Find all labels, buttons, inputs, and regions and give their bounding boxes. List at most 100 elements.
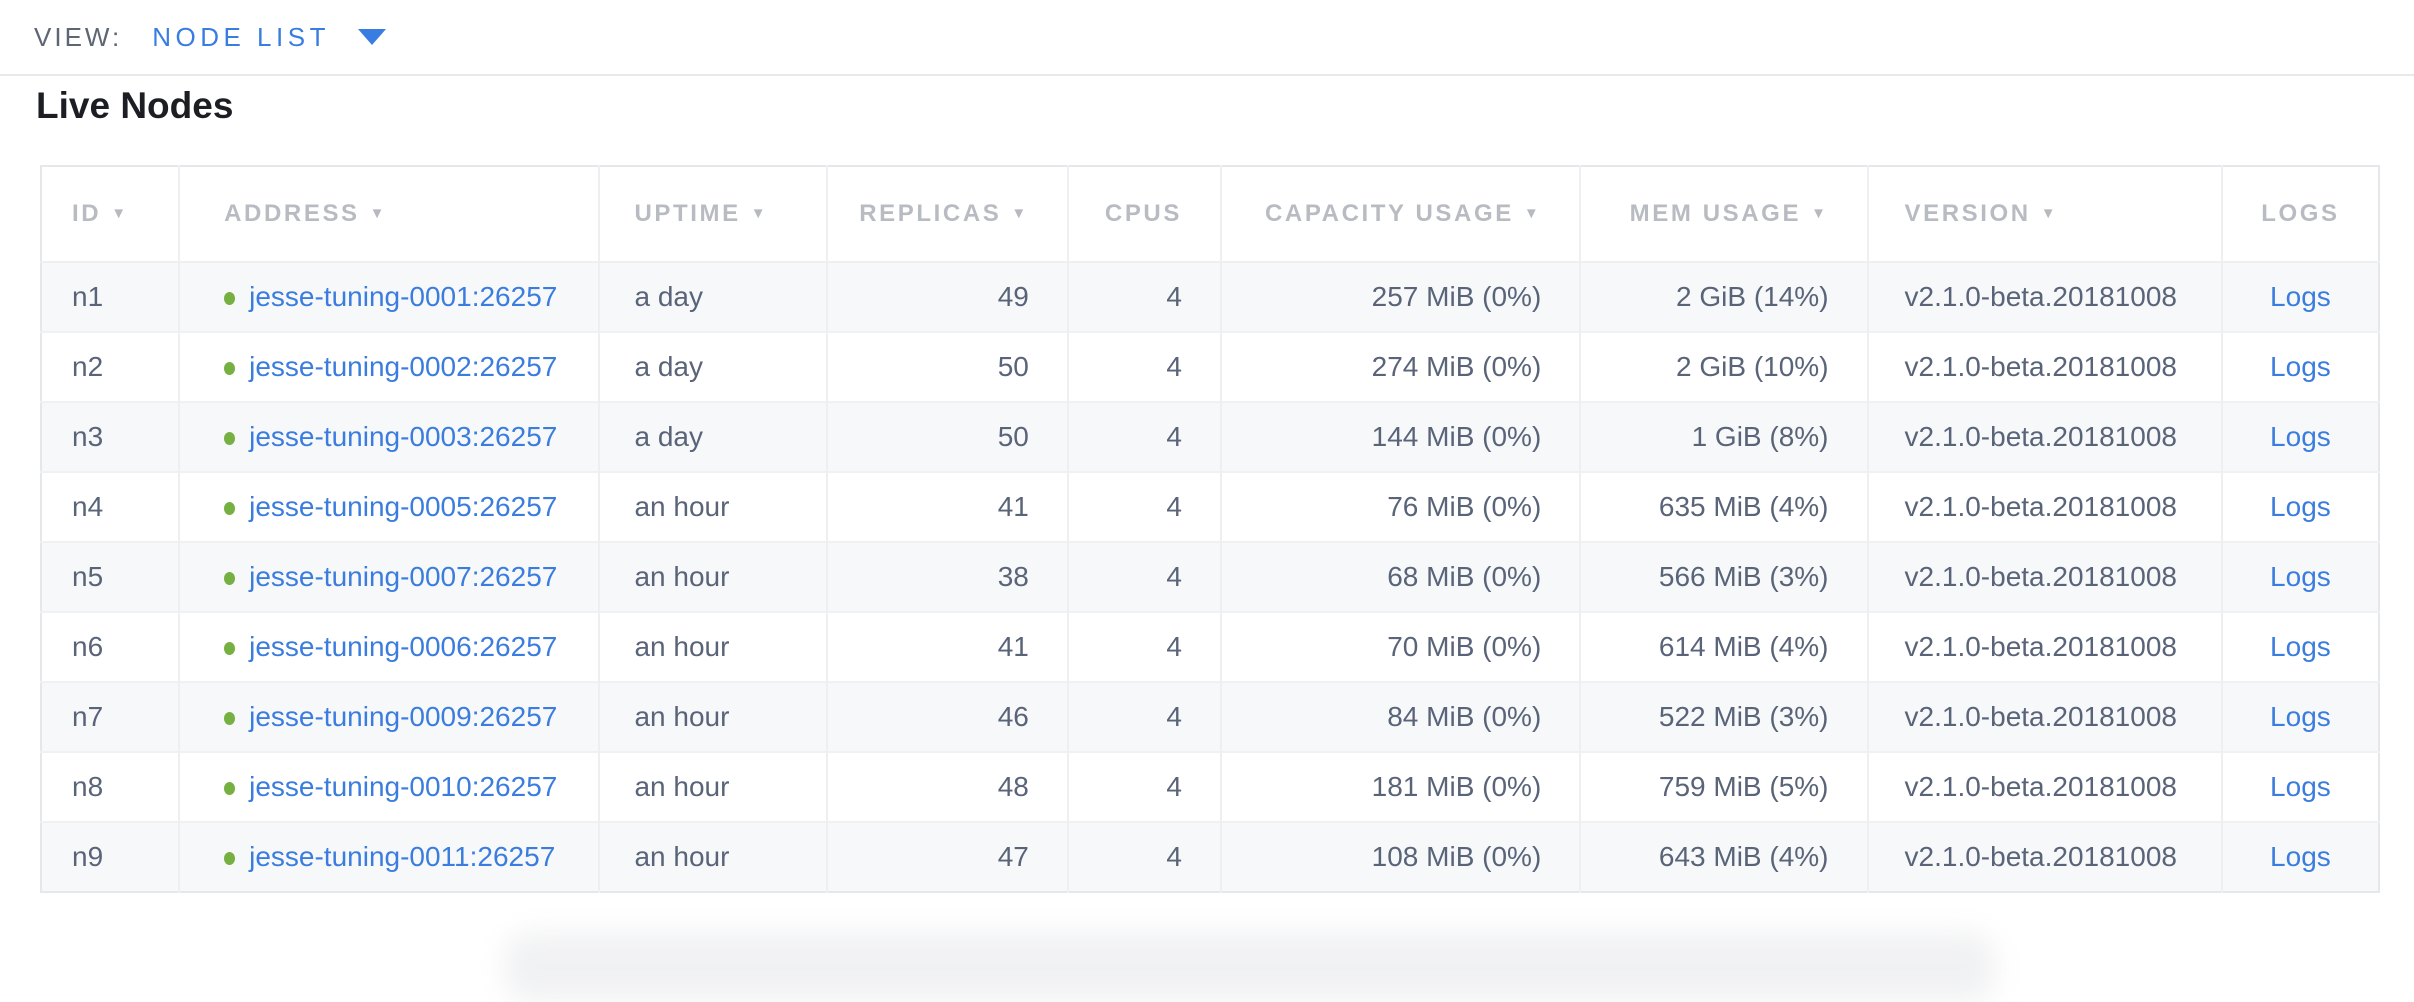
column-header-capacity[interactable]: CAPACITY USAGE ▼ [1219,166,1581,263]
logs-link[interactable]: Logs [2270,701,2331,732]
cell-capacity: 274 MiB (0%) [1219,331,1581,402]
node-address-link[interactable]: jesse-tuning-0005:26257 [249,491,558,522]
cell-cpus: 4 [1066,821,1221,892]
cell-uptime: a day [598,401,827,472]
node-address-link[interactable]: jesse-tuning-0001:26257 [249,281,558,312]
column-label: REPLICAS [859,200,1002,227]
sort-caret-icon: ▼ [750,205,769,222]
dropdown-caret-icon [357,29,386,45]
column-header-version[interactable]: VERSION ▼ [1866,166,2222,263]
column-label: CPUS [1104,200,1182,227]
table-row: n5 jesse-tuning-0007:26257 an hour 38 4 68 Mi… [41,541,2379,612]
cell-mem: 635 MiB (4%) [1579,471,1868,542]
node-list-dropdown[interactable]: NODE LIST [152,22,386,53]
cell-version: v2.1.0-beta.20181008 [1866,471,2222,542]
node-address-link[interactable]: jesse-tuning-0009:26257 [249,701,558,732]
column-header-address[interactable]: ADDRESS ▼ [178,166,600,263]
cell-logs: Logs [2220,611,2379,682]
cell-address: jesse-tuning-0010:26257 [178,751,600,822]
cell-id: n1 [72,281,104,312]
cell-id: n2 [41,331,180,402]
table-row: n3 jesse-tuning-0003:26257 a day 50 4 144 MiB… [41,401,2379,472]
cell-replicas: 46 [825,681,1068,752]
cell-address: jesse-tuning-0007:26257 [178,541,600,612]
page-title: Live Nodes [36,85,234,126]
cell-logs: Logs [2220,541,2379,612]
node-address-link[interactable]: jesse-tuning-0002:26257 [249,351,558,382]
cell-replicas: 50 [825,401,1068,472]
logs-link[interactable]: Logs [2270,561,2331,592]
node-live-status-icon [224,852,236,866]
cell-cpus: 4 [1066,611,1221,682]
cell-id: n3 [41,401,180,472]
table-row: n1 jesse-tuning-0001:26257 a day 49 4 257 MiB… [41,262,2379,332]
cell-uptime: an hour [598,681,827,752]
cell-address: jesse-tuning-0001:26257 [178,262,600,332]
column-label: UPTIME [634,200,741,227]
cell-uptime: a day [598,262,827,332]
cell-logs: Logs [2220,262,2379,332]
sort-caret-icon: ▼ [1523,205,1542,222]
cell-logs: Logs [2220,471,2379,542]
sort-caret-icon: ▼ [1011,205,1029,222]
logs-link[interactable]: Logs [2270,771,2331,802]
node-address-link[interactable]: jesse-tuning-0003:26257 [249,421,558,452]
column-label: MEM USAGE [1629,200,1802,227]
column-header-mem[interactable]: MEM USAGE ▼ [1579,166,1868,263]
cell-address: jesse-tuning-0011:26257 [178,821,600,892]
cell-address: jesse-tuning-0003:26257 [178,401,600,472]
cell-logs: Logs [2220,821,2379,892]
logs-link[interactable]: Logs [2270,351,2331,382]
cell-mem: 643 MiB (4%) [1579,821,1868,892]
sort-caret-icon: ▼ [2040,205,2059,222]
cell-mem: 1 GiB (8%) [1579,401,1868,472]
column-label: VERSION [1904,200,2031,227]
logs-link[interactable]: Logs [2270,421,2331,452]
node-address-link[interactable]: jesse-tuning-0007:26257 [249,561,558,592]
cell-uptime: an hour [598,541,827,612]
cell-capacity: 68 MiB (0%) [1219,541,1581,612]
cell-cpus: 4 [1066,541,1221,612]
cell-version: v2.1.0-beta.20181008 [1866,331,2222,402]
cell-replicas: 47 [825,821,1068,892]
logs-link[interactable]: Logs [2270,631,2331,662]
table-row: n6 jesse-tuning-0006:26257 an hour 41 4 70 Mi… [41,611,2379,682]
next-panel-shadow [505,932,1995,1002]
column-header-id[interactable]: ID ▼ [41,166,180,263]
cell-cpus: 4 [1066,331,1221,402]
cell-logs: Logs [2220,751,2379,822]
view-bar: VIEW: NODE LIST [0,0,2414,76]
cell-mem: 566 MiB (3%) [1579,541,1868,612]
column-header-logs: LOGS [2220,166,2379,263]
node-address-link[interactable]: jesse-tuning-0011:26257 [249,841,556,872]
node-address-link[interactable]: jesse-tuning-0010:26257 [249,771,558,802]
table-row: n7 jesse-tuning-0009:26257 an hour 46 4 84 Mi… [41,681,2379,752]
node-live-status-icon [224,642,236,656]
node-list-dropdown-value: NODE LIST [152,21,330,52]
column-label: ID [72,200,102,227]
cell-cpus: 4 [1066,471,1221,542]
logs-link[interactable]: Logs [2270,491,2331,522]
logs-link[interactable]: Logs [2270,841,2331,872]
cell-logs: Logs [2220,331,2379,402]
cell-version: v2.1.0-beta.20181008 [1866,681,2222,752]
cell-uptime: an hour [598,751,827,822]
cell-uptime: an hour [598,471,827,542]
column-header-replicas[interactable]: REPLICAS ▼ [825,166,1068,263]
cell-mem: 614 MiB (4%) [1579,611,1868,682]
table-row: n9 jesse-tuning-0011:26257 an hour 47 4 108 M… [41,821,2379,892]
column-header-uptime[interactable]: UPTIME ▼ [598,166,827,263]
cell-replicas: 41 [825,611,1068,682]
logs-link[interactable]: Logs [2270,281,2331,312]
cell-capacity: 257 MiB (0%) [1219,262,1581,332]
cell-address: jesse-tuning-0002:26257 [178,331,600,402]
column-label: CAPACITY USAGE [1264,200,1514,227]
cell-cpus: 4 [1066,751,1221,822]
view-label: VIEW: [34,21,123,52]
cell-replicas: 48 [825,751,1068,822]
cell-address: jesse-tuning-0009:26257 [178,681,600,752]
cell-id: n4 [41,471,180,542]
node-address-link[interactable]: jesse-tuning-0006:26257 [249,631,558,662]
cell-cpus: 4 [1066,262,1221,332]
node-live-status-icon [224,362,236,376]
